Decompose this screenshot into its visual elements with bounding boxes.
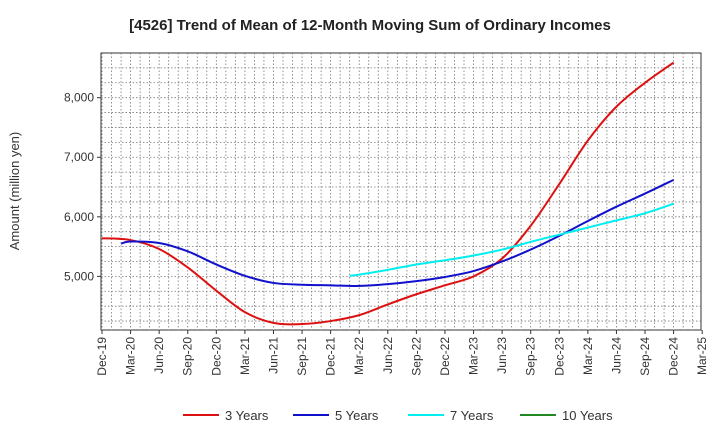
series-group bbox=[101, 61, 675, 326]
x-tick-label: Mar-21 bbox=[238, 337, 252, 375]
y-axis-label: Amount (million yen) bbox=[7, 132, 22, 251]
x-tick-label: Jun-21 bbox=[266, 337, 280, 374]
x-tick-label: Mar-22 bbox=[352, 337, 366, 375]
x-tick-label: Dec-23 bbox=[552, 337, 566, 376]
x-tick-label: Mar-20 bbox=[124, 337, 138, 375]
grid bbox=[101, 53, 701, 330]
x-tick-label: Jun-24 bbox=[609, 337, 623, 374]
legend-label-5-years: 5 Years bbox=[335, 408, 379, 423]
series-line-7-years bbox=[349, 202, 674, 277]
x-axis: Dec-19 Mar-20 Jun-20 Sep-20 Dec-20 Mar-21 Jun-… bbox=[95, 330, 709, 376]
x-tick-label: Dec-24 bbox=[667, 337, 681, 376]
x-tick-label: Sep-23 bbox=[524, 337, 538, 376]
y-tick-label: 6,000 bbox=[64, 210, 94, 224]
plot-area bbox=[100, 52, 702, 331]
legend: 3 Years 5 Years 7 Years 10 Years bbox=[183, 408, 613, 423]
x-tick-label: Sep-21 bbox=[295, 337, 309, 376]
x-tick-label: Mar-25 bbox=[695, 337, 709, 375]
series-line-3-years bbox=[101, 61, 675, 326]
y-tick-label: 8,000 bbox=[64, 91, 94, 105]
x-tick-label: Sep-22 bbox=[409, 337, 423, 376]
x-tick-label: Dec-20 bbox=[209, 337, 223, 376]
x-tick-label: Mar-24 bbox=[581, 337, 595, 375]
y-axis: 5,000 6,000 7,000 8,000 bbox=[64, 91, 101, 283]
x-tick-label: Dec-21 bbox=[324, 337, 338, 376]
chart-title: [4526] Trend of Mean of 12-Month Moving … bbox=[129, 17, 611, 34]
y-tick-label: 5,000 bbox=[64, 269, 94, 283]
x-tick-label: Mar-23 bbox=[467, 337, 481, 375]
x-tick-label: Sep-20 bbox=[181, 337, 195, 376]
x-tick-label: Jun-22 bbox=[381, 337, 395, 374]
x-tick-label: Dec-19 bbox=[95, 337, 109, 376]
x-tick-label: Jun-20 bbox=[152, 337, 166, 374]
y-tick-label: 7,000 bbox=[64, 150, 94, 164]
legend-label-7-years: 7 Years bbox=[450, 408, 494, 423]
x-tick-label: Sep-24 bbox=[638, 337, 652, 376]
x-tick-label: Dec-22 bbox=[438, 337, 452, 376]
legend-label-3-years: 3 Years bbox=[225, 408, 269, 423]
series-line-5-years bbox=[120, 178, 675, 287]
x-tick-label: Jun-23 bbox=[495, 337, 509, 374]
legend-label-10-years: 10 Years bbox=[562, 408, 613, 423]
